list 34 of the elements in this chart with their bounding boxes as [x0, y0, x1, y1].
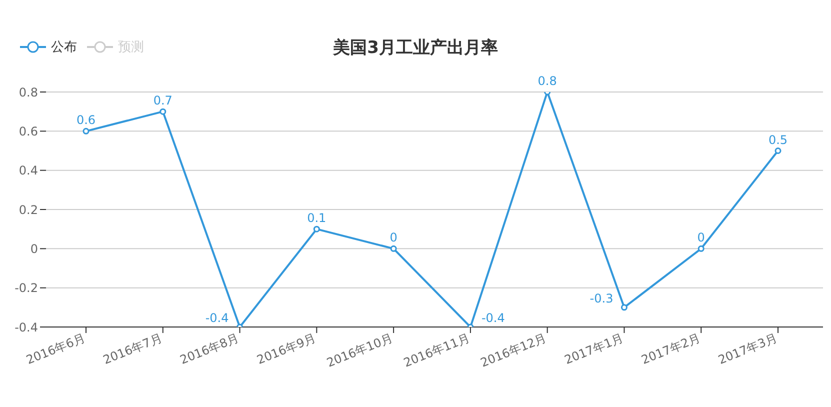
x-tick-label: 2016年11月 — [402, 330, 472, 370]
point — [313, 226, 320, 232]
data-label: 0.8 — [538, 74, 557, 88]
data-label: 0 — [390, 230, 398, 245]
data-label: 0.5 — [768, 132, 788, 147]
y-tick-label: 0.4 — [18, 164, 38, 178]
data-label: 0.7 — [153, 94, 172, 108]
point — [774, 148, 782, 154]
x-tick-label: 2016年7月 — [101, 330, 164, 368]
y-tick-label: 0.2 — [18, 202, 38, 217]
data-label: 0.1 — [307, 211, 326, 226]
x-tick-label: 2017年2月 — [639, 330, 702, 368]
x-tick-label: 2017年1月 — [562, 330, 626, 368]
x-tick-label: 2016年12月 — [478, 330, 548, 370]
data-label: -0.4 — [205, 311, 229, 325]
x-tick-label: 2016年9月 — [254, 330, 318, 368]
y-tick-label: 0.8 — [18, 85, 38, 100]
data-label: -0.3 — [590, 291, 614, 306]
x-tick-label: 2017年3月 — [716, 330, 780, 368]
point — [698, 245, 704, 252]
data-label: -0.4 — [481, 311, 505, 325]
point — [620, 304, 628, 311]
x-tick-label: 2016年8月 — [178, 330, 241, 368]
y-tick-label: -0.2 — [14, 281, 38, 296]
legend-label: 公布 — [50, 39, 77, 56]
point — [160, 108, 166, 115]
point — [82, 128, 90, 134]
data-label: 0.6 — [76, 113, 96, 128]
chart-title: 美国3月工业产出月率 — [333, 38, 498, 58]
point — [390, 245, 397, 252]
data-label: 0 — [697, 230, 705, 245]
y-tick-label: 0.6 — [18, 124, 38, 138]
y-tick-label: 0 — [30, 242, 38, 256]
x-tick-label: 2016年10月 — [324, 330, 395, 370]
